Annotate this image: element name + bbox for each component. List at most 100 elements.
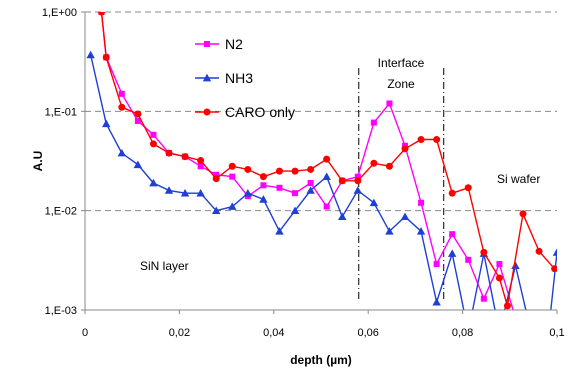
data-point-caro-only xyxy=(480,248,488,256)
data-point-caro-only xyxy=(98,12,106,16)
data-point-nh3 xyxy=(243,188,253,197)
data-point-n2 xyxy=(276,184,283,191)
x-tick-label: 0,08 xyxy=(452,327,473,339)
data-point-nh3 xyxy=(353,186,363,194)
data-point-n2 xyxy=(465,256,472,263)
data-point-n2 xyxy=(213,171,220,178)
data-point-nh3 xyxy=(102,119,111,128)
data-point-n2 xyxy=(480,295,487,302)
data-point-n2 xyxy=(197,163,204,170)
data-point-nh3 xyxy=(290,206,300,215)
data-point-caro-only xyxy=(535,247,543,255)
data-point-n2 xyxy=(292,190,299,197)
data-point-nh3 xyxy=(196,188,205,197)
data-point-caro-only xyxy=(433,136,441,144)
data-point-caro-only xyxy=(244,165,252,173)
data-point-n2 xyxy=(386,100,393,107)
data-point-nh3 xyxy=(448,249,457,257)
legend-label: CARO only xyxy=(225,104,295,120)
data-point-caro-only xyxy=(102,53,110,61)
series-caro-only xyxy=(98,12,557,310)
data-point-n2 xyxy=(354,173,361,180)
x-tick-label: 0,04 xyxy=(263,327,284,339)
data-point-caro-only xyxy=(134,110,142,118)
data-point-n2 xyxy=(433,261,440,268)
data-point-caro-only xyxy=(338,177,346,185)
interface-zone-boundaries xyxy=(358,68,445,302)
y-tick-label: 1,E-02 xyxy=(45,206,77,218)
data-point-caro-only xyxy=(228,162,236,170)
data-point-nh3 xyxy=(511,261,520,269)
data-point-nh3 xyxy=(149,178,158,187)
data-point-n2 xyxy=(370,119,377,126)
data-point-n2 xyxy=(260,182,267,189)
data-point-nh3 xyxy=(369,198,379,207)
data-point-caro-only xyxy=(275,167,283,175)
data-point-caro-only xyxy=(503,302,511,310)
data-point-caro-only xyxy=(165,149,173,157)
sin-layer-label: SiN layer xyxy=(140,259,189,273)
series-nh3 xyxy=(86,50,557,310)
data-point-nh3 xyxy=(322,172,331,181)
data-point-nh3 xyxy=(306,186,315,194)
data-point-caro-only xyxy=(354,177,362,185)
y-tick-label: 1,E+00 xyxy=(42,7,77,19)
data-point-nh3 xyxy=(259,195,268,203)
data-point-caro-only xyxy=(259,173,267,181)
data-point-caro-only xyxy=(464,184,472,192)
data-point-caro-only xyxy=(197,156,205,164)
data-point-nh3 xyxy=(552,248,557,256)
data-point-nh3 xyxy=(86,50,95,59)
data-point-nh3 xyxy=(400,212,410,221)
data-point-caro-only xyxy=(291,167,299,175)
data-point-nh3 xyxy=(385,227,394,235)
data-point-nh3 xyxy=(117,148,127,157)
x-tick-label: 0,06 xyxy=(357,327,378,339)
data-point-nh3 xyxy=(228,202,237,210)
legend-label: N2 xyxy=(225,36,243,52)
data-point-caro-only xyxy=(323,155,331,163)
x-tick-label: 0 xyxy=(82,327,88,339)
data-point-n2 xyxy=(418,199,425,206)
legend-marker xyxy=(203,108,211,116)
data-point-nh3 xyxy=(180,188,190,197)
legend: N2 NH3 CARO only xyxy=(195,36,295,120)
y-tick-label: 1,E-01 xyxy=(45,106,77,118)
x-axis-title: depth (µm) xyxy=(290,353,352,367)
y-axis-title: A.U xyxy=(31,151,45,172)
data-point-caro-only xyxy=(401,145,409,153)
legend-marker xyxy=(202,73,212,82)
data-point-nh3 xyxy=(432,297,441,306)
data-point-n2 xyxy=(323,203,330,210)
legend-marker xyxy=(204,41,210,47)
interface-zone-label-line2: Zone xyxy=(387,77,415,91)
data-point-caro-only xyxy=(212,175,220,183)
data-point-caro-only xyxy=(149,140,157,148)
data-point-nh3 xyxy=(133,160,143,169)
legend-label: NH3 xyxy=(225,70,253,86)
data-point-caro-only xyxy=(417,136,425,144)
data-point-caro-only xyxy=(181,153,189,161)
data-point-nh3 xyxy=(275,227,284,235)
legend-item-n2: N2 xyxy=(195,36,243,52)
data-point-caro-only xyxy=(118,103,126,111)
data-point-caro-only xyxy=(370,159,378,167)
legend-item-nh3: NH3 xyxy=(195,70,253,86)
grid xyxy=(85,11,557,212)
series-layer xyxy=(86,12,557,310)
data-point-n2 xyxy=(150,131,157,138)
data-point-nh3 xyxy=(212,206,221,215)
axes xyxy=(81,11,558,314)
data-point-caro-only xyxy=(385,162,393,170)
y-tick-label: 1,E-03 xyxy=(45,305,77,317)
data-point-caro-only xyxy=(519,210,527,218)
tick-labels: 0 0,02 0,04 0,06 0,08 0,1 1,E+00 1,E-01 1,E-02 1,… xyxy=(42,7,565,339)
data-point-caro-only xyxy=(551,265,557,273)
data-point-n2 xyxy=(496,261,503,268)
x-tick-label: 0,02 xyxy=(169,327,190,339)
data-point-caro-only xyxy=(495,274,503,282)
data-point-n2 xyxy=(449,231,456,238)
data-point-nh3 xyxy=(338,212,347,221)
data-point-nh3 xyxy=(164,186,174,194)
